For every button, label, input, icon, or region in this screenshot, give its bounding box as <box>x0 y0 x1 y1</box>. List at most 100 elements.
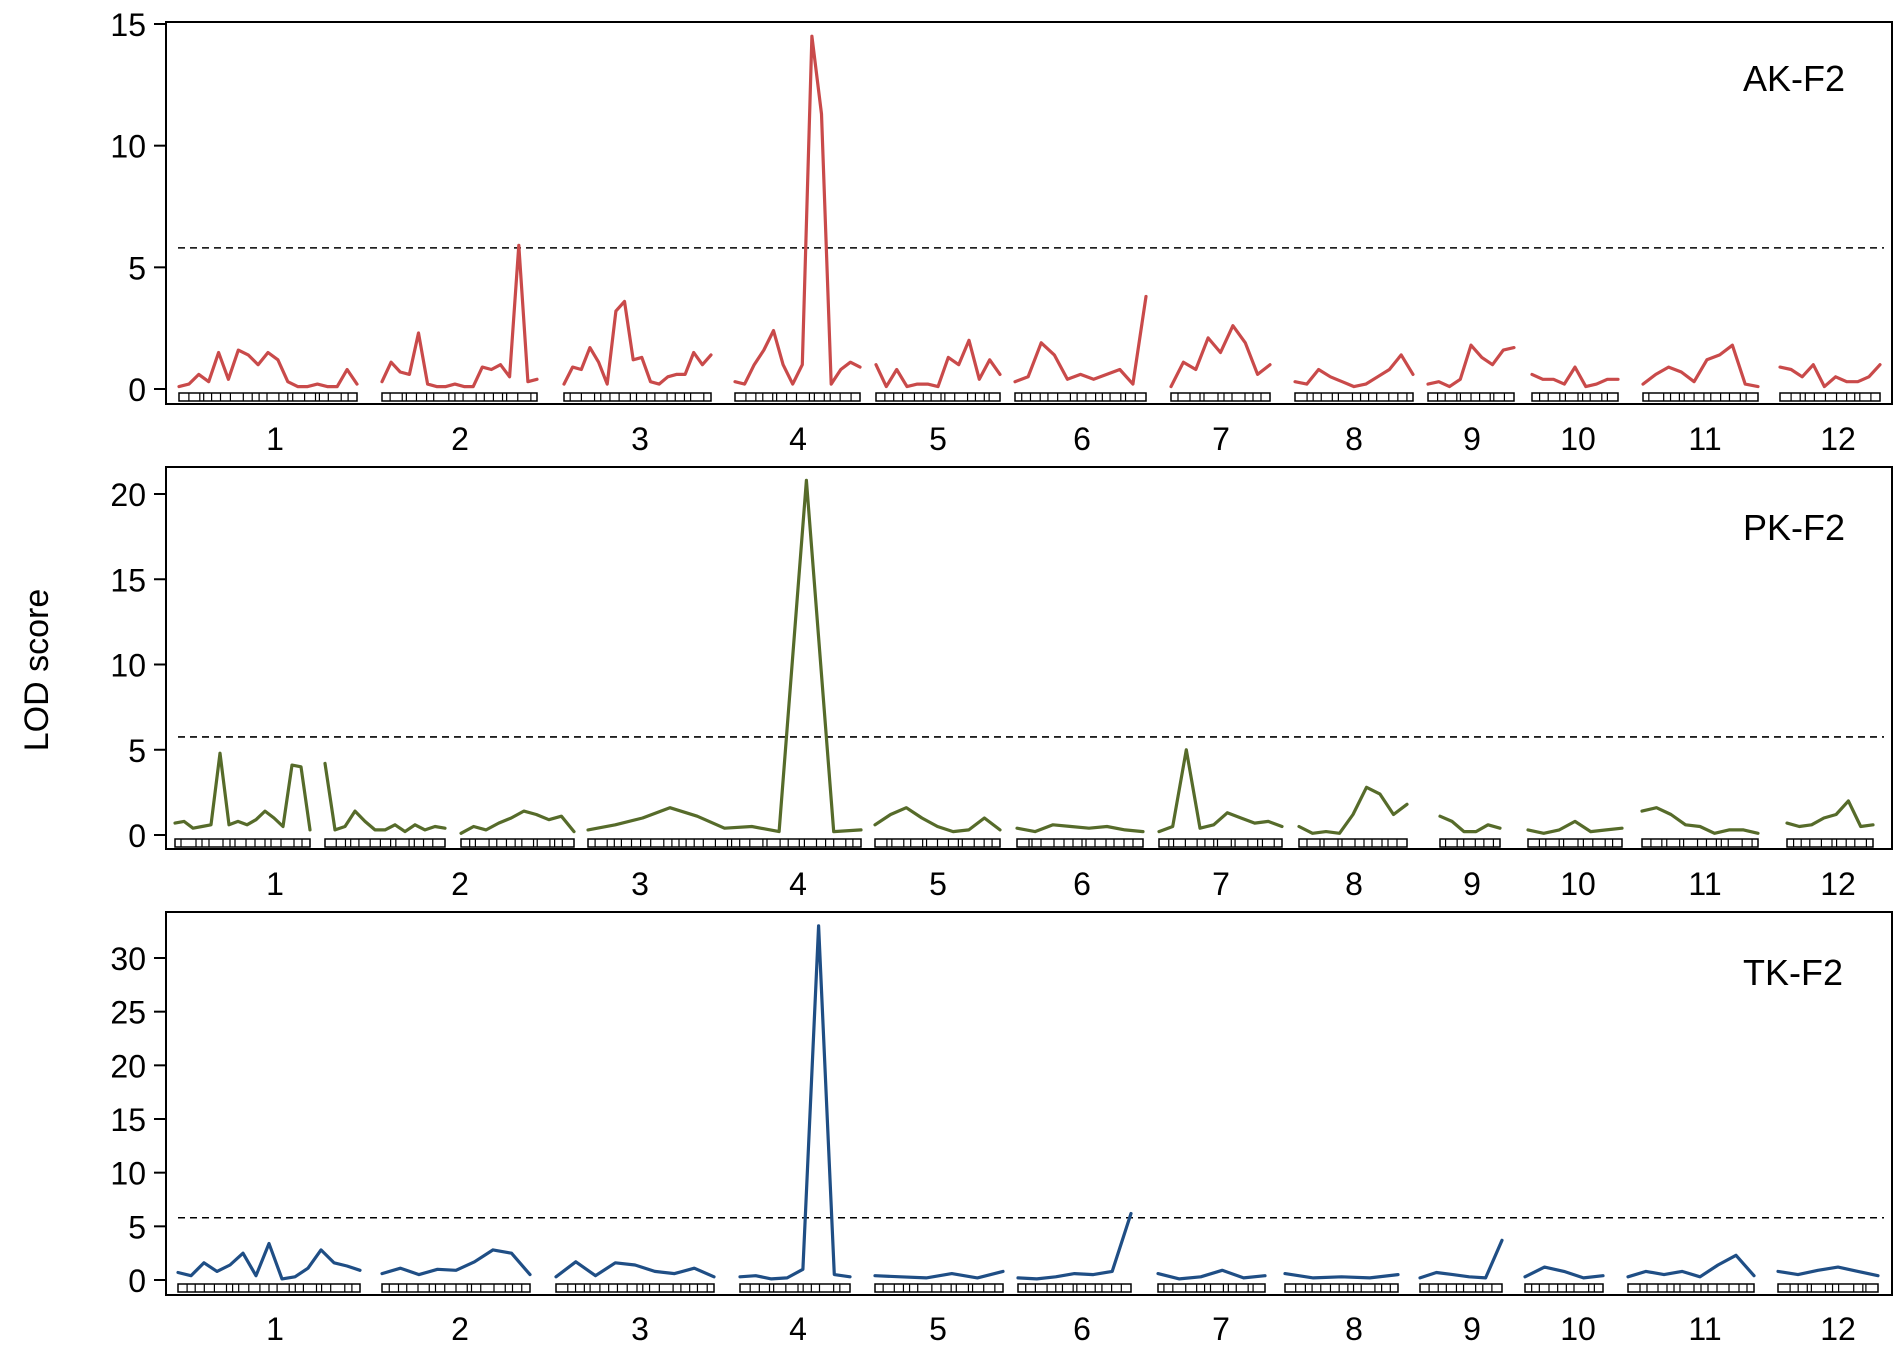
chromosome-2: 2 <box>323 761 469 902</box>
chromosome-label: 8 <box>1345 866 1363 902</box>
lod-curve <box>1776 1265 1880 1278</box>
chromosome-label: 11 <box>1688 1311 1721 1347</box>
lod-curve <box>177 348 359 389</box>
chromosome-7: 7 <box>1156 1268 1267 1347</box>
chromosome-10: 10 <box>1530 365 1620 457</box>
chromosome-6: 6 <box>1015 823 1145 902</box>
marker-bar <box>1016 838 1144 848</box>
chromosome-12: 12 <box>1776 1265 1880 1347</box>
chromosome-7: 7 <box>1157 748 1284 902</box>
y-tick-label: 0 <box>128 1263 146 1299</box>
marker-bar <box>178 392 358 402</box>
panel-label: PK-F2 <box>1743 507 1845 548</box>
marker-bar <box>1294 392 1414 402</box>
lod-curve <box>1523 1265 1605 1280</box>
chromosome-12: 12 <box>1785 799 1875 902</box>
chromosome-9: 9 <box>1426 343 1516 457</box>
marker-bar <box>1157 1283 1266 1293</box>
plot-frame <box>165 21 1893 405</box>
chromosome-4: 4 <box>586 478 863 902</box>
lod-curve <box>1297 785 1409 835</box>
marker-bar <box>1524 1283 1604 1293</box>
marker-bar <box>587 838 862 848</box>
marker-bar <box>555 1283 715 1293</box>
lod-curve <box>1013 294 1148 386</box>
lod-curve <box>1156 1268 1267 1281</box>
marker-bar <box>1158 838 1283 848</box>
chromosome-label: 1 <box>266 866 284 902</box>
chromosome-label: 9 <box>1463 1311 1481 1347</box>
marker-bar <box>1779 392 1881 402</box>
lod-curve <box>1015 823 1145 834</box>
chromosome-1: 1 <box>176 1241 362 1347</box>
y-tick-label: 20 <box>110 1048 146 1084</box>
y-tick-label: 15 <box>110 1102 146 1138</box>
chromosome-1: 1 <box>177 348 359 457</box>
lod-curve <box>1640 806 1760 835</box>
lod-curve <box>873 1269 1005 1280</box>
chromosome-label: 7 <box>1212 866 1230 902</box>
chromosome-3: 3 <box>562 299 713 457</box>
lod-curve <box>874 338 1002 389</box>
y-tick-label: 25 <box>110 995 146 1031</box>
chromosome-11: 11 <box>1641 343 1760 457</box>
chromosome-label: 12 <box>1820 866 1856 902</box>
chromosome-3: 3 <box>554 1260 716 1347</box>
chromosome-9: 9 <box>1418 1238 1504 1347</box>
chromosome-11: 11 <box>1626 1253 1756 1347</box>
marker-bar <box>1284 1283 1399 1293</box>
chromosome-8: 8 <box>1297 785 1409 902</box>
marker-bar <box>1527 838 1623 848</box>
lod-curve <box>380 1248 532 1277</box>
marker-bar <box>1017 1283 1132 1293</box>
chromosome-5: 5 <box>874 338 1002 457</box>
lod-curve <box>1785 799 1875 829</box>
marker-bar <box>1777 1283 1879 1293</box>
chromosome-9: 9 <box>1438 814 1502 902</box>
lod-curve <box>1530 365 1620 389</box>
chromosome-label: 9 <box>1463 421 1481 457</box>
chromosome-label: 3 <box>631 866 649 902</box>
chromosome-label: 3 <box>631 1311 649 1347</box>
lod-curve <box>1526 819 1624 835</box>
lod-curve <box>873 806 1002 834</box>
y-tick-label: 0 <box>128 372 146 408</box>
chromosome-6: 6 <box>1016 1211 1133 1347</box>
chromosome-4: 4 <box>733 34 862 457</box>
chromosome-10: 10 <box>1526 819 1624 902</box>
lod-curve <box>562 299 713 386</box>
y-tick-label: 10 <box>110 129 146 165</box>
chromosome-label: 12 <box>1820 421 1856 457</box>
y-tick-label: 30 <box>110 941 146 977</box>
chromosome-label: 2 <box>451 866 469 902</box>
marker-bar <box>1641 838 1759 848</box>
marker-bar <box>875 392 1001 402</box>
marker-bar <box>1531 392 1619 402</box>
marker-bar <box>460 838 575 848</box>
marker-bar <box>874 1283 1004 1293</box>
marker-bar <box>734 392 861 402</box>
chromosome-8: 8 <box>1283 1271 1400 1347</box>
chromosome-label: 9 <box>1463 866 1481 902</box>
chromosome-label: 8 <box>1345 421 1363 457</box>
lod-curve <box>1169 324 1272 389</box>
lod-curve <box>1778 363 1882 389</box>
lod-curve <box>323 761 447 834</box>
chromosome-label: 6 <box>1073 1311 1091 1347</box>
lod-curve <box>1157 748 1284 834</box>
lod-curve <box>173 751 312 832</box>
chromosome-8: 8 <box>1293 353 1415 457</box>
y-tick-label: 15 <box>110 7 146 43</box>
marker-bar <box>1419 1283 1503 1293</box>
chromosome-12: 12 <box>1778 363 1882 457</box>
marker-bar <box>739 1283 851 1293</box>
lod-curve <box>1418 1238 1504 1280</box>
chromosome-label: 1 <box>266 421 284 457</box>
plot-frame <box>165 911 1893 1296</box>
chromosome-label: 12 <box>1820 1311 1856 1347</box>
y-tick-label: 5 <box>128 1209 146 1245</box>
lod-curve <box>1283 1271 1400 1280</box>
